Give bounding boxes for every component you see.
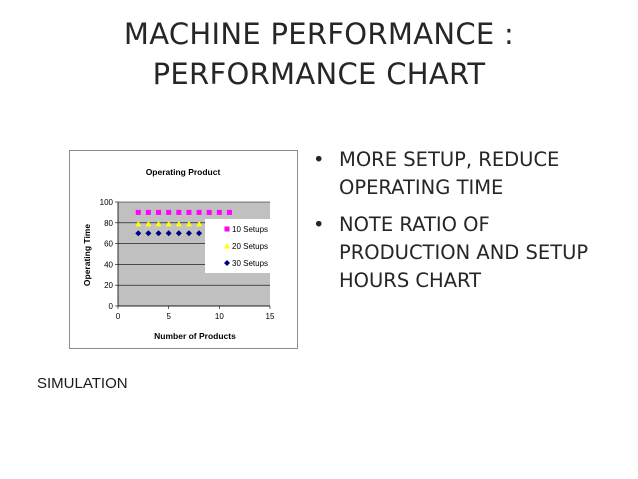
data-point bbox=[135, 209, 141, 215]
legend-box bbox=[205, 219, 270, 273]
data-point bbox=[135, 230, 142, 237]
data-point bbox=[145, 230, 152, 237]
x-tick-label: 10 bbox=[215, 312, 224, 321]
bullet-item: • NOTE RATIO OF PRODUCTION AND SETUP HOU… bbox=[312, 211, 612, 295]
data-point bbox=[165, 230, 172, 237]
data-point bbox=[196, 220, 203, 227]
data-point bbox=[145, 209, 151, 215]
bullet-marker: • bbox=[313, 213, 325, 236]
bullet-text: MORE SETUP, REDUCE OPERATING TIME bbox=[339, 148, 560, 199]
data-point bbox=[175, 220, 182, 227]
data-point bbox=[186, 209, 192, 215]
x-tick-label: 0 bbox=[116, 312, 121, 321]
chart-title: Operating Product bbox=[146, 167, 221, 177]
chart-container: Operating Product Number of Products Ope… bbox=[69, 150, 298, 349]
bullet-list: • MORE SETUP, REDUCE OPERATING TIME • NO… bbox=[312, 146, 612, 304]
data-point bbox=[135, 220, 142, 227]
y-tick-label: 20 bbox=[104, 281, 113, 290]
x-tick-label: 5 bbox=[166, 312, 171, 321]
data-point bbox=[166, 209, 172, 215]
data-point bbox=[185, 230, 192, 237]
data-point bbox=[176, 209, 182, 215]
legend-label: 10 Setups bbox=[232, 225, 268, 234]
data-point bbox=[145, 220, 152, 227]
data-point bbox=[206, 209, 212, 215]
y-tick-label: 40 bbox=[104, 260, 113, 269]
y-tick-label: 0 bbox=[109, 302, 114, 311]
footer-label: SIMULATION bbox=[37, 375, 128, 392]
legend-marker bbox=[224, 260, 230, 266]
x-tick-label: 15 bbox=[266, 312, 275, 321]
data-point bbox=[216, 209, 222, 215]
bullet-text: NOTE RATIO OF PRODUCTION AND SETUP HOURS… bbox=[339, 213, 589, 292]
y-tick-label: 80 bbox=[104, 219, 113, 228]
data-point bbox=[226, 209, 232, 215]
bullet-item: • MORE SETUP, REDUCE OPERATING TIME bbox=[312, 146, 612, 202]
x-axis-label: Number of Products bbox=[154, 331, 236, 341]
data-point bbox=[196, 230, 203, 237]
bullet-marker: • bbox=[313, 148, 325, 171]
data-point bbox=[155, 220, 162, 227]
data-point bbox=[175, 230, 182, 237]
data-point bbox=[155, 230, 162, 237]
slide-title-line-1: MACHINE PERFORMANCE : bbox=[123, 17, 515, 51]
data-point bbox=[196, 209, 202, 215]
legend-marker bbox=[224, 243, 230, 249]
legend-label: 20 Setups bbox=[232, 242, 268, 251]
slide-title-line-2: PERFORMANCE CHART bbox=[152, 57, 486, 91]
y-axis-label: Operating Time bbox=[82, 224, 92, 286]
legend-label: 30 Setups bbox=[232, 259, 268, 268]
y-tick-label: 60 bbox=[104, 240, 113, 249]
y-tick-label: 100 bbox=[100, 198, 114, 207]
data-point bbox=[185, 220, 192, 227]
data-point bbox=[165, 220, 172, 227]
legend-marker bbox=[224, 226, 230, 232]
scatter-chart: Operating Product Number of Products Ope… bbox=[82, 167, 275, 341]
data-point bbox=[156, 209, 162, 215]
slide-title: MACHINE PERFORMANCE : PERFORMANCE CHART bbox=[60, 14, 578, 94]
